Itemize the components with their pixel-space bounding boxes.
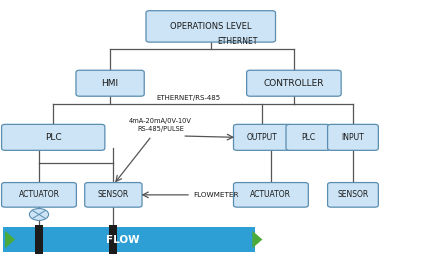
Text: INPUT: INPUT <box>341 133 364 142</box>
Bar <box>35 225 43 254</box>
FancyBboxPatch shape <box>246 70 340 96</box>
Bar <box>3 227 254 252</box>
FancyBboxPatch shape <box>327 183 378 207</box>
Text: PLC: PLC <box>300 133 314 142</box>
Text: CONTROLLER: CONTROLLER <box>263 79 323 88</box>
FancyBboxPatch shape <box>85 183 142 207</box>
Text: ETHERNET/RS-485: ETHERNET/RS-485 <box>155 95 220 101</box>
FancyBboxPatch shape <box>76 70 144 96</box>
Text: 4mA-20mA/0V-10V
RS-485/PULSE: 4mA-20mA/0V-10V RS-485/PULSE <box>129 118 191 132</box>
Text: HMI: HMI <box>101 79 118 88</box>
Text: OUTPUT: OUTPUT <box>246 133 277 142</box>
FancyBboxPatch shape <box>233 183 307 207</box>
Text: SENSOR: SENSOR <box>98 190 129 199</box>
Text: ACTUATOR: ACTUATOR <box>250 190 291 199</box>
Text: FLOWMETER: FLOWMETER <box>193 192 238 198</box>
Text: ACTUATOR: ACTUATOR <box>18 190 60 199</box>
FancyBboxPatch shape <box>327 124 378 150</box>
FancyBboxPatch shape <box>2 183 76 207</box>
Text: FLOW: FLOW <box>106 234 140 245</box>
FancyBboxPatch shape <box>146 11 275 42</box>
FancyArrow shape <box>252 231 262 248</box>
Text: PLC: PLC <box>45 133 61 142</box>
Text: OPERATIONS LEVEL: OPERATIONS LEVEL <box>170 22 251 31</box>
FancyBboxPatch shape <box>286 124 329 150</box>
Text: SENSOR: SENSOR <box>336 190 368 199</box>
FancyBboxPatch shape <box>233 124 290 150</box>
Bar <box>109 225 117 254</box>
Circle shape <box>29 209 49 220</box>
FancyBboxPatch shape <box>2 124 105 150</box>
Text: ETHERNET: ETHERNET <box>217 37 257 46</box>
FancyArrow shape <box>5 231 15 248</box>
